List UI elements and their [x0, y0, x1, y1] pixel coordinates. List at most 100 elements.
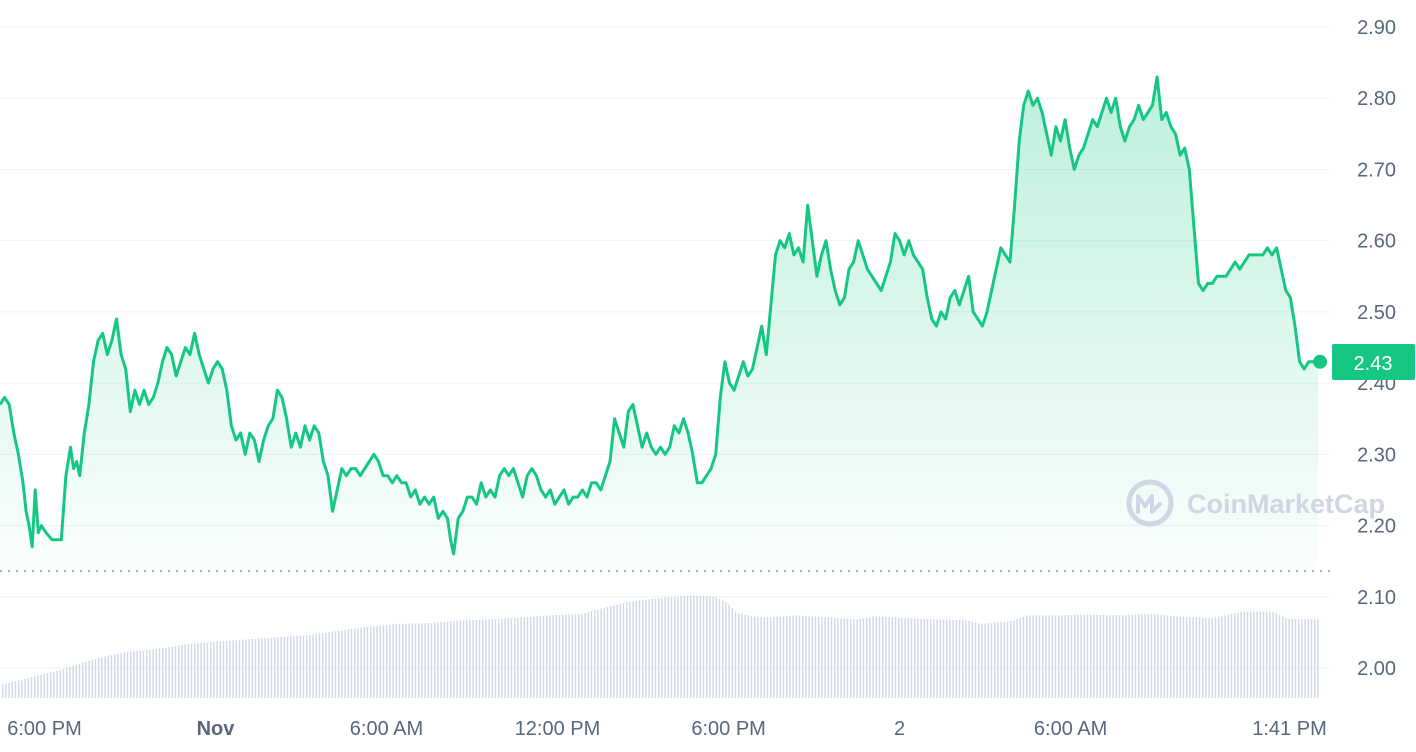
volume-bar [584, 613, 586, 698]
volume-bar [670, 597, 673, 698]
volume-bar [798, 615, 801, 698]
volume-bar [78, 663, 81, 698]
volume-bar [178, 645, 180, 698]
volume-bar [763, 617, 765, 698]
volume-bar [754, 616, 756, 698]
volume-bar [622, 603, 625, 698]
volume-bar [923, 619, 925, 698]
volume-bar [1003, 621, 1005, 698]
volume-bar [104, 656, 106, 698]
volume-bar [171, 646, 173, 698]
volume-bar [741, 613, 743, 698]
volume-bar [1240, 611, 1242, 698]
volume-bar [1214, 617, 1217, 698]
current-price-badge: 2.43 [1332, 344, 1415, 380]
volume-bar [331, 631, 333, 698]
volume-bar [443, 621, 445, 698]
volume-bar [1189, 617, 1191, 698]
volume-bar [459, 620, 461, 698]
volume-bar [626, 602, 628, 698]
volume-bar [1064, 615, 1066, 698]
volume-bar [914, 618, 916, 698]
volume-bar [990, 622, 993, 698]
volume-bar [936, 619, 938, 698]
current-price-dot [1313, 354, 1327, 369]
price-area-fill [0, 76, 1318, 572]
y-tick-label: 2.60 [1357, 231, 1396, 253]
volume-bar [814, 616, 817, 698]
volume-bar [731, 608, 733, 698]
volume-bar [786, 616, 788, 698]
volume-bar [696, 595, 698, 698]
volume-bar [1042, 615, 1044, 698]
volume-bar [971, 621, 973, 698]
volume-bar [1115, 615, 1117, 698]
volume-bar [235, 640, 237, 698]
volume-bar [517, 617, 519, 698]
volume-bar [446, 621, 449, 698]
volume-bar [1262, 611, 1265, 698]
volume-bar [946, 619, 948, 698]
volume-bar [715, 597, 717, 698]
volume-bar [1109, 615, 1111, 698]
volume-bar [1301, 619, 1303, 698]
volume-bar [411, 623, 413, 698]
volume-bar [514, 617, 516, 698]
volume-bar [818, 616, 820, 698]
volume-bar [1278, 614, 1281, 698]
volume-bar [888, 617, 890, 698]
volume-bar [283, 636, 285, 698]
volume-bar [1237, 612, 1239, 698]
volume-bar [773, 616, 775, 698]
volume-bar [546, 615, 548, 698]
watermark-text: CoinMarketCap [1187, 489, 1385, 519]
volume-bar [46, 673, 49, 698]
volume-bar [344, 630, 346, 698]
volume-bar [1032, 615, 1034, 698]
volume-bar [706, 596, 708, 698]
volume-bar [1224, 615, 1226, 698]
volume-bar [427, 623, 429, 698]
volume-bar [680, 596, 682, 698]
coinmarketcap-logo-icon [1126, 479, 1174, 527]
volume-bar [619, 603, 621, 698]
volume-bar [1234, 613, 1236, 698]
volume-bar [197, 643, 199, 698]
volume-bar [942, 619, 945, 698]
volume-bar [72, 665, 74, 698]
volume-bar [1298, 619, 1300, 698]
volume-bar [392, 624, 394, 698]
volume-bar [898, 617, 900, 698]
coinmarketcap-watermark: CoinMarketCap [1126, 479, 1385, 527]
volume-bar [485, 619, 487, 698]
volume-bar [510, 618, 513, 698]
volume-bar [389, 624, 391, 698]
volume-bar [187, 644, 189, 698]
volume-bar [939, 619, 941, 698]
volume-bar [373, 626, 375, 698]
volume-bar [488, 619, 490, 698]
volume-bar [654, 598, 657, 698]
volume-bar [1010, 621, 1012, 698]
volume-bar [642, 600, 644, 698]
volume-bar [56, 670, 58, 698]
volume-bar [568, 614, 570, 698]
volume-bar [1086, 614, 1089, 698]
volume-bar [904, 618, 906, 698]
volume-bar [648, 599, 650, 698]
volume-bar [1310, 619, 1313, 698]
volume-bar [859, 619, 861, 698]
volume-bar [987, 623, 989, 698]
volume-bar [981, 623, 983, 698]
volume-bar [334, 631, 337, 698]
volume-bar [11, 682, 13, 698]
volume-bar [354, 628, 356, 698]
volume-bar [965, 620, 967, 698]
volume-bar [878, 616, 881, 698]
volume-bar [565, 614, 567, 698]
volume-bar [1038, 615, 1041, 698]
current-price-label: 2.43 [1354, 353, 1393, 375]
y-tick-label: 2.10 [1357, 587, 1396, 609]
volume-bar [930, 619, 932, 698]
